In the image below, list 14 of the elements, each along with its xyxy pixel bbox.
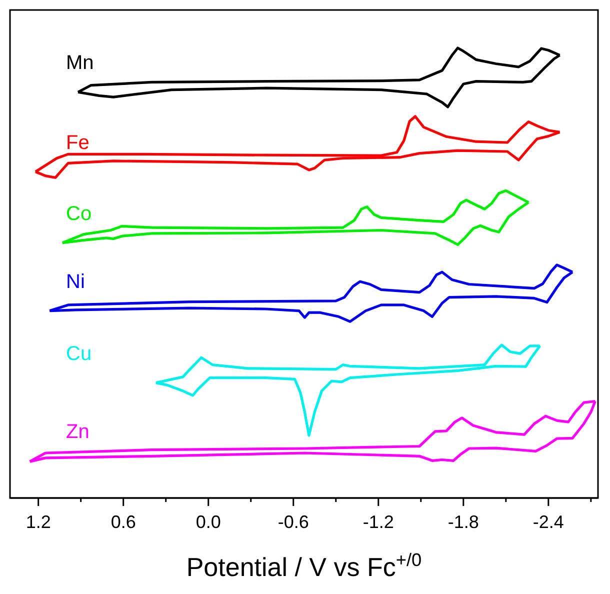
x-tick-label: -0.6: [278, 512, 309, 532]
x-tick-label: 1.2: [26, 512, 51, 532]
x-tick-label: 0.0: [196, 512, 221, 532]
series-label: Fe: [66, 130, 90, 154]
x-tick-label: 0.6: [110, 512, 136, 532]
series-label: Mn: [66, 50, 94, 75]
x-tick-label: -2.4: [532, 512, 564, 532]
x-tick-label: -1.2: [362, 512, 394, 532]
series-label: Ni: [66, 270, 85, 294]
x-axis-title: Potential / V vs Fc$^{+/0}$: [186, 550, 422, 582]
series-label: Zn: [66, 420, 90, 444]
series-label: Co: [66, 202, 92, 226]
x-tick-label: -1.8: [448, 512, 479, 532]
text: Cu: [66, 342, 92, 366]
